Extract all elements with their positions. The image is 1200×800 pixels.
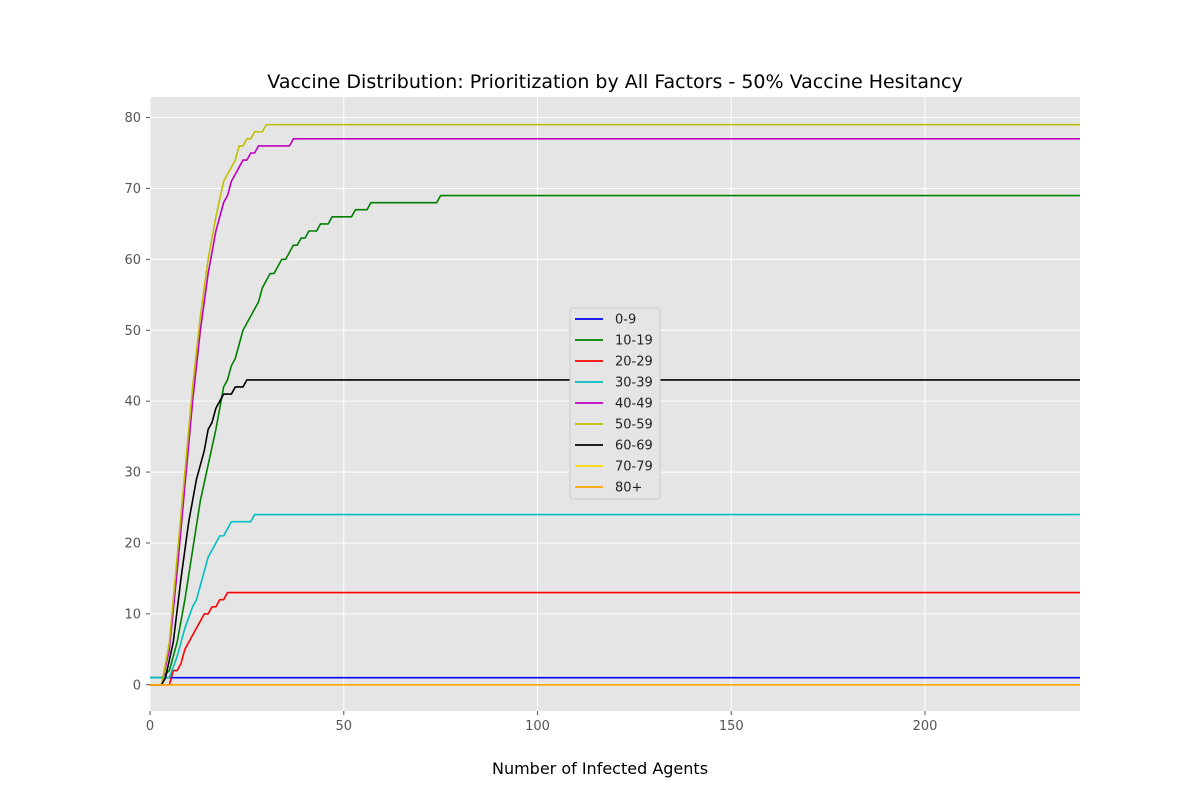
legend-label: 60-69 [615, 439, 653, 454]
series-line-20-29 [150, 591, 1080, 686]
x-tick-label: 150 [719, 719, 744, 734]
y-tick-label: 40 [124, 395, 141, 410]
series-line-30-39 [150, 513, 1080, 679]
y-tick-label: 30 [124, 466, 141, 481]
y-tick-label: 20 [124, 536, 141, 551]
legend-label: 0-9 [615, 313, 636, 328]
chart-title: Vaccine Distribution: Prioritization by … [267, 71, 962, 93]
legend: 0-9 10-19 20-29 30-39 40-49 50-59 60-69 70-79 80… [569, 307, 661, 500]
y-tick-label: 70 [124, 182, 141, 197]
y-tick-label: 50 [124, 324, 141, 339]
x-tick-label: 0 [146, 719, 154, 734]
x-tick-label: 200 [913, 719, 938, 734]
legend-label: 80+ [615, 481, 642, 496]
legend-label: 20-29 [615, 355, 653, 370]
x-tick-label: 50 [335, 719, 352, 734]
x-axis-ticks: 0 50 100 150 200 [146, 711, 938, 734]
x-axis-label: Number of Infected Agents [492, 759, 708, 778]
y-tick-label: 10 [124, 607, 141, 622]
legend-box [569, 307, 661, 500]
legend-label: 10-19 [615, 334, 653, 349]
y-tick-label: 0 [133, 678, 141, 693]
legend-label: 40-49 [615, 397, 653, 412]
series-line-10-19 [150, 194, 1080, 679]
y-tick-label: 60 [124, 253, 141, 268]
series-line-50-59 [150, 123, 1080, 686]
series-line-40-49 [150, 138, 1080, 686]
x-tick-label: 100 [525, 719, 550, 734]
y-axis-ticks: 0 10 20 30 40 50 60 70 80 [124, 111, 150, 693]
legend-label: 70-79 [615, 460, 653, 475]
legend-label: 50-59 [615, 418, 653, 433]
y-tick-label: 80 [124, 111, 141, 126]
series-lines [150, 123, 1080, 686]
series-line-60-69 [150, 379, 1080, 686]
legend-label: 30-39 [615, 376, 653, 391]
